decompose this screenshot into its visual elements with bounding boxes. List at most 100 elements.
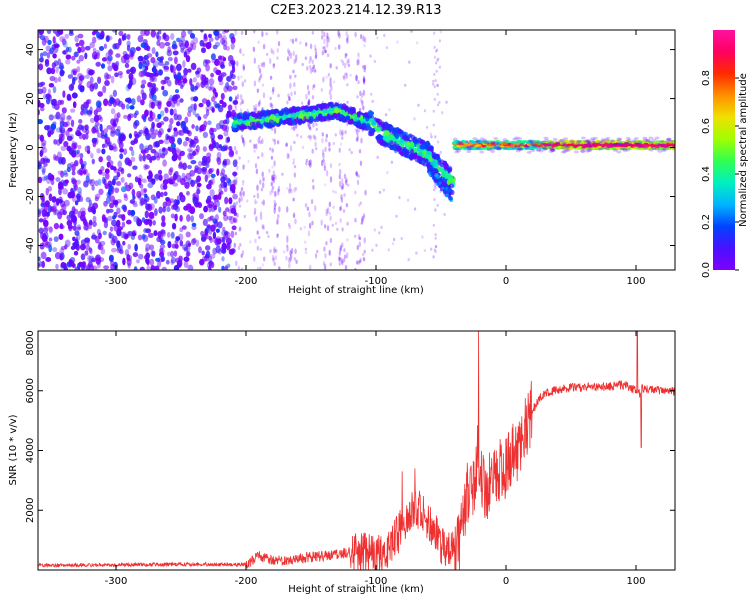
spectrogram-cell	[103, 265, 110, 270]
spectrogram-cell	[170, 256, 176, 264]
spectrogram-cell	[269, 75, 273, 80]
spectrogram-cell	[123, 195, 129, 202]
spectrogram-cell	[259, 118, 264, 125]
spectrogram-cell	[41, 165, 46, 174]
spectrogram-cell	[187, 68, 192, 73]
spectrogram-marks	[38, 30, 675, 270]
spectrogram-cell	[160, 191, 164, 198]
spectrogram-cell	[346, 83, 349, 87]
spectrogram-cell	[80, 207, 86, 214]
spectrogram-cell	[158, 174, 163, 181]
spectrogram-cell	[50, 67, 56, 75]
spectrogram-cell	[530, 149, 536, 153]
spectrogram-cell	[212, 30, 218, 35]
spectrogram-cell	[112, 89, 118, 98]
spectrogram-cell	[44, 58, 50, 65]
spectrogram-cell	[292, 50, 295, 57]
spectrogram-cell	[347, 64, 351, 68]
spectrogram-cell	[345, 53, 348, 57]
spectrogram-cell	[233, 242, 236, 248]
spectrogram-cell	[107, 55, 113, 62]
spectrogram-cell	[305, 93, 308, 100]
spectrogram-cell	[638, 145, 644, 149]
spectrogram-y-axis-label: Frequency (Hz)	[8, 112, 19, 188]
spectrogram-cell	[90, 206, 96, 213]
spectrogram-cell	[236, 165, 239, 171]
spectrogram-cell	[283, 250, 286, 254]
spectrogram-cell	[174, 213, 178, 222]
spectrogram-cell	[127, 263, 131, 269]
spectrogram-cell	[307, 99, 311, 106]
spectrogram-cell	[66, 219, 73, 227]
spectrogram-cell	[91, 158, 95, 165]
spectrogram-cell	[148, 211, 155, 219]
spectrogram-cell	[141, 79, 147, 85]
spectrogram-cell	[581, 146, 587, 149]
spectrogram-cell	[311, 66, 314, 73]
spectrogram-cell	[173, 74, 178, 80]
spectrogram-cell	[261, 30, 264, 38]
spectrogram-cell	[195, 197, 200, 202]
spectrogram-cell	[343, 258, 346, 263]
spectrogram-cell	[106, 155, 112, 162]
spectrogram-cell	[105, 34, 111, 42]
spectrogram-cell	[110, 165, 115, 171]
spectrogram-cell	[101, 148, 106, 155]
spectrogram-cell	[323, 265, 327, 270]
spectrogram-cell	[190, 40, 194, 48]
spectrogram-cell	[39, 134, 45, 142]
spectrogram-cell	[104, 168, 110, 174]
spectrogram-cell	[202, 131, 209, 139]
spectrogram-cell	[154, 265, 160, 270]
spectrogram-cell	[289, 82, 292, 89]
spectrogram-cell	[305, 158, 309, 162]
spectrogram-cell	[68, 147, 74, 156]
spectrogram-cell	[229, 216, 235, 224]
spectrogram-cell	[362, 105, 365, 111]
spectrogram-cell	[128, 133, 133, 139]
spectrogram-cell	[329, 262, 332, 267]
spectrogram-cell	[323, 246, 326, 252]
spectrogram-cell	[288, 50, 291, 57]
spectrogram-cell	[338, 162, 341, 167]
spectrogram-cell	[122, 257, 126, 266]
spectrogram-cell	[339, 168, 342, 175]
spectrogram-cell	[167, 251, 171, 257]
spectrogram-cell	[63, 49, 68, 55]
spectrogram-cell	[322, 76, 325, 83]
spectrogram-cell	[350, 109, 356, 114]
spectrogram-cell	[226, 110, 232, 118]
spectrogram-cell	[123, 233, 129, 240]
spectrogram-cell	[369, 54, 372, 58]
spectrogram-cell	[73, 250, 79, 256]
spectrogram-cell	[115, 117, 120, 123]
spectrogram-cell	[286, 244, 289, 248]
spectrogram-cell	[233, 145, 237, 151]
spectrogram-cell	[272, 63, 276, 67]
spectrogram-cell	[98, 232, 102, 240]
spectrogram-cell	[250, 125, 255, 130]
spectrogram-cell	[312, 134, 316, 139]
spectrogram-cell	[77, 33, 84, 39]
spectrogram-cell	[48, 226, 54, 233]
spectrogram-cell	[358, 241, 361, 248]
spectrogram-cell	[85, 175, 90, 183]
spectrogram-cell	[176, 149, 182, 154]
spectrogram-cell	[300, 101, 304, 105]
spectrogram-cell	[220, 64, 226, 69]
spectrogram-cell	[249, 121, 255, 127]
spectrogram-cell	[346, 183, 350, 187]
spectrogram-cell	[329, 176, 333, 183]
x-tick-label: 0	[503, 276, 509, 287]
spectrogram-cell	[77, 262, 81, 270]
spectrogram-cell	[111, 219, 117, 227]
spectrogram-cell	[309, 162, 312, 168]
spectrogram-cell	[196, 188, 201, 195]
spectrogram-cell	[508, 142, 514, 146]
spectrogram-cell	[83, 220, 89, 226]
spectrogram-cell	[103, 200, 108, 207]
spectrogram-cell	[223, 130, 229, 137]
spectrogram-cell	[226, 136, 231, 143]
spectrogram-cell	[173, 250, 178, 257]
spectrogram-cell	[39, 35, 46, 41]
